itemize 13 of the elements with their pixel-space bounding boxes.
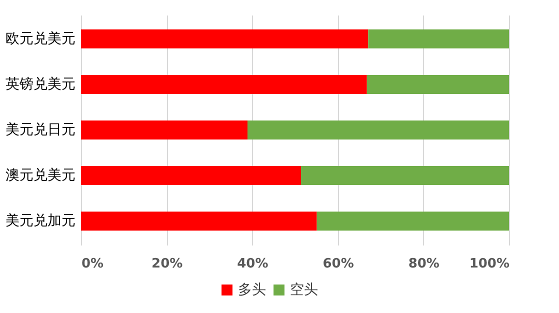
x-tick-label: 100% (469, 256, 510, 272)
x-tick-label: 60% (322, 256, 354, 272)
x-tick-label: 0% (82, 256, 104, 272)
x-tick-label: 20% (152, 256, 183, 272)
y-tick-label: 美元兑日元 (6, 122, 76, 138)
y-tick-label: 英镑兑美元 (6, 76, 76, 92)
legend-label: 多头 (238, 282, 266, 298)
x-tick-label: 80% (408, 256, 440, 272)
y-tick-label: 澳元兑美元 (6, 168, 76, 184)
y-tick-label: 美元兑加元 (6, 213, 76, 230)
y-tick-label: 欧元兑美元 (6, 30, 76, 47)
legend-label: 空头 (290, 282, 318, 298)
x-tick-label: 40% (237, 256, 268, 272)
